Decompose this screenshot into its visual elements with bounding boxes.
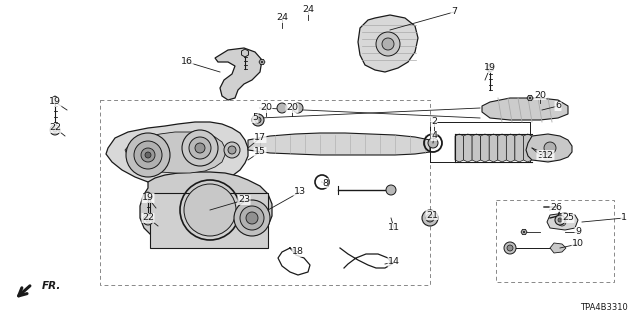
- Circle shape: [184, 184, 236, 236]
- Text: 17: 17: [254, 133, 266, 142]
- Polygon shape: [145, 192, 152, 200]
- Circle shape: [50, 125, 60, 135]
- Circle shape: [428, 138, 438, 148]
- Text: 20: 20: [534, 91, 546, 100]
- Circle shape: [293, 103, 303, 113]
- Polygon shape: [241, 49, 248, 57]
- Text: 5: 5: [252, 114, 258, 123]
- Text: 12: 12: [542, 150, 554, 159]
- Polygon shape: [52, 96, 58, 104]
- Circle shape: [224, 142, 240, 158]
- Polygon shape: [489, 134, 498, 162]
- Circle shape: [277, 103, 287, 113]
- Polygon shape: [515, 134, 524, 162]
- Polygon shape: [455, 134, 463, 162]
- Text: 21: 21: [426, 211, 438, 220]
- Polygon shape: [215, 48, 262, 100]
- Polygon shape: [550, 243, 566, 253]
- Text: 24: 24: [302, 5, 314, 14]
- Text: 9: 9: [575, 228, 581, 236]
- Text: 23: 23: [238, 196, 250, 204]
- Polygon shape: [526, 134, 572, 162]
- Text: FR.: FR.: [42, 281, 61, 291]
- Circle shape: [195, 143, 205, 153]
- Text: 1: 1: [621, 213, 627, 222]
- Text: 19: 19: [142, 194, 154, 203]
- Text: 2: 2: [431, 117, 437, 126]
- Circle shape: [544, 142, 556, 154]
- Text: 3: 3: [537, 150, 543, 159]
- Circle shape: [523, 231, 525, 233]
- Circle shape: [261, 61, 263, 63]
- Circle shape: [146, 218, 150, 222]
- Circle shape: [255, 117, 261, 123]
- Circle shape: [558, 218, 562, 222]
- Circle shape: [182, 130, 218, 166]
- Text: 20: 20: [260, 103, 272, 113]
- Text: 16: 16: [181, 58, 193, 67]
- Circle shape: [134, 141, 162, 169]
- Polygon shape: [482, 98, 568, 120]
- Circle shape: [234, 200, 270, 236]
- Circle shape: [141, 148, 155, 162]
- Text: 25: 25: [562, 213, 574, 222]
- Text: 19: 19: [484, 63, 496, 73]
- Text: 15: 15: [254, 148, 266, 156]
- Text: 22: 22: [49, 124, 61, 132]
- Text: 7: 7: [451, 7, 457, 17]
- Circle shape: [53, 128, 57, 132]
- Text: 26: 26: [550, 203, 562, 212]
- Circle shape: [126, 133, 170, 177]
- Polygon shape: [140, 172, 272, 248]
- Text: 18: 18: [292, 247, 304, 257]
- Polygon shape: [547, 213, 578, 230]
- Bar: [496, 200, 614, 282]
- Circle shape: [252, 114, 264, 126]
- Polygon shape: [358, 15, 418, 72]
- Circle shape: [426, 214, 434, 222]
- Polygon shape: [521, 229, 527, 235]
- Text: 10: 10: [572, 239, 584, 249]
- Text: 22: 22: [142, 213, 154, 222]
- Polygon shape: [524, 134, 532, 162]
- Circle shape: [189, 137, 211, 159]
- Circle shape: [507, 245, 513, 251]
- Text: 20: 20: [286, 103, 298, 113]
- Polygon shape: [125, 132, 225, 173]
- Circle shape: [504, 242, 516, 254]
- Text: 4: 4: [431, 132, 437, 140]
- Circle shape: [145, 152, 151, 158]
- Polygon shape: [248, 133, 430, 155]
- Bar: [100, 100, 430, 285]
- Text: 11: 11: [388, 223, 400, 233]
- Circle shape: [422, 210, 438, 226]
- Text: 14: 14: [388, 258, 400, 267]
- Text: TPA4B3310: TPA4B3310: [580, 303, 628, 312]
- Text: 13: 13: [294, 188, 306, 196]
- Polygon shape: [498, 134, 506, 162]
- Text: 19: 19: [49, 98, 61, 107]
- Circle shape: [555, 215, 565, 225]
- Circle shape: [246, 212, 258, 224]
- Polygon shape: [481, 134, 489, 162]
- Text: 6: 6: [555, 101, 561, 110]
- Circle shape: [240, 206, 264, 230]
- Text: 8: 8: [322, 179, 328, 188]
- Polygon shape: [527, 95, 533, 100]
- Circle shape: [376, 32, 400, 56]
- Polygon shape: [463, 134, 472, 162]
- Circle shape: [386, 185, 396, 195]
- Bar: [150, 193, 268, 248]
- Polygon shape: [486, 64, 493, 72]
- Circle shape: [558, 218, 566, 226]
- Circle shape: [382, 38, 394, 50]
- Polygon shape: [506, 134, 515, 162]
- Circle shape: [228, 146, 236, 154]
- Circle shape: [143, 215, 153, 225]
- Text: 24: 24: [276, 13, 288, 22]
- Circle shape: [529, 97, 531, 99]
- Polygon shape: [106, 122, 248, 186]
- Polygon shape: [259, 60, 265, 65]
- Polygon shape: [472, 134, 481, 162]
